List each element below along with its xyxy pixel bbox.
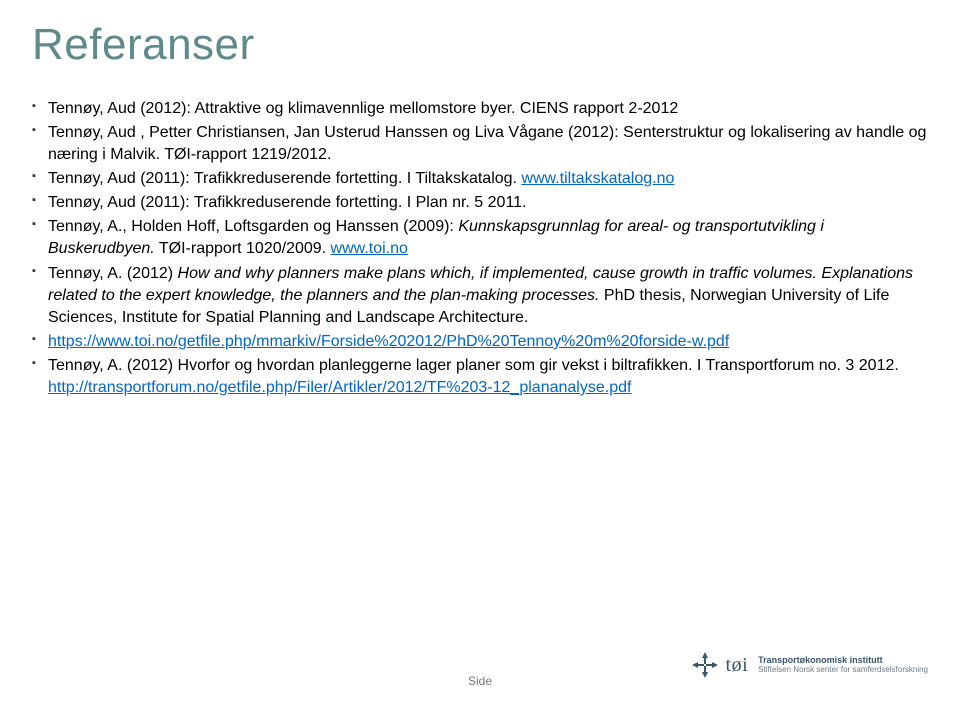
reference-text: Tennøy, A. (2012) (48, 265, 178, 282)
reference-text: Tennøy, A., Holden Hoff, Loftsgarden og … (48, 218, 458, 235)
reference-item: Tennøy, Aud , Petter Christiansen, Jan U… (32, 122, 928, 166)
reference-link[interactable]: http://transportforum.no/getfile.php/Fil… (48, 379, 631, 396)
reference-item: Tennøy, Aud (2011): Trafikkreduserende f… (32, 168, 928, 190)
reference-text: TØI-rapport 1020/2009. (155, 240, 331, 257)
reference-text: Tennøy, Aud (2011): Trafikkreduserende f… (48, 170, 521, 187)
logo-line2: Stiftelsen Norsk senter for samferdselsf… (758, 666, 928, 675)
reference-link[interactable]: www.toi.no (331, 240, 408, 257)
page-title: Referanser (32, 20, 928, 70)
footer-page-label: Side (468, 674, 492, 688)
reference-text: Tennøy, Aud (2011): Trafikkreduserende f… (48, 194, 527, 211)
slide: Referanser Tennøy, Aud (2012): Attraktiv… (0, 0, 960, 702)
reference-item: Tennøy, A., Holden Hoff, Loftsgarden og … (32, 216, 928, 260)
reference-item: https://www.toi.no/getfile.php/mmarkiv/F… (32, 331, 928, 353)
logo-text: Transportøkonomisk institutt Stiftelsen … (758, 656, 928, 675)
reference-text: Tennøy, Aud (2012): Attraktive og klimav… (48, 100, 678, 117)
references-list: Tennøy, Aud (2012): Attraktive og klimav… (32, 98, 928, 399)
reference-link[interactable]: www.tiltakskatalog.no (521, 170, 674, 187)
arrows-icon (692, 652, 718, 678)
reference-text: Tennøy, A. (2012) Hvorfor og hvordan pla… (48, 357, 899, 374)
logo-toi: tøi (726, 654, 749, 677)
reference-link[interactable]: https://www.toi.no/getfile.php/mmarkiv/F… (48, 333, 729, 350)
reference-item: Tennøy, A. (2012) Hvorfor og hvordan pla… (32, 355, 928, 399)
footer: Side tøi Transportøkonomisk institutt St… (0, 674, 960, 688)
footer-logo: tøi Transportøkonomisk institutt Stiftel… (692, 652, 928, 678)
reference-item: Tennøy, A. (2012) How and why planners m… (32, 263, 928, 329)
reference-item: Tennøy, Aud (2012): Attraktive og klimav… (32, 98, 928, 120)
reference-text: Tennøy, Aud , Petter Christiansen, Jan U… (48, 124, 926, 163)
reference-item: Tennøy, Aud (2011): Trafikkreduserende f… (32, 192, 928, 214)
